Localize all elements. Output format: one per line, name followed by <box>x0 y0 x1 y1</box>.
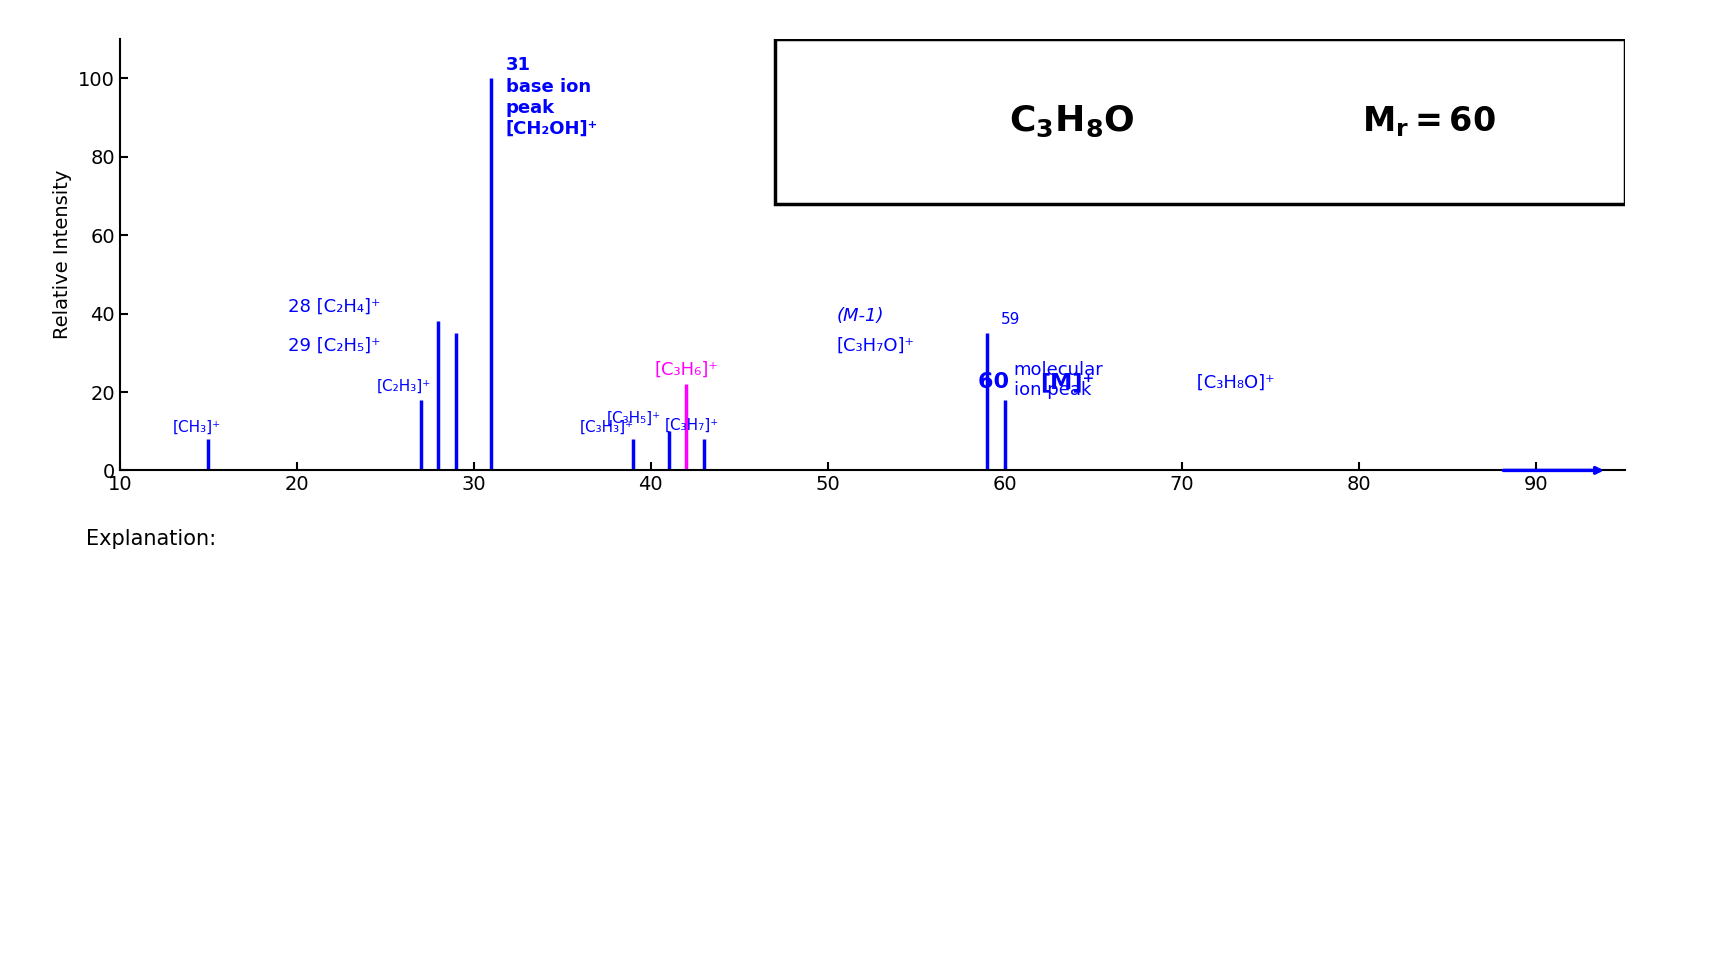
Text: 31: 31 <box>506 57 530 74</box>
Y-axis label: Relative Intensity: Relative Intensity <box>53 171 72 339</box>
Text: Explanation:: Explanation: <box>86 529 215 549</box>
Text: $\mathbf{M_r = 60}$: $\mathbf{M_r = 60}$ <box>1363 104 1496 139</box>
Text: 59: 59 <box>1002 313 1021 327</box>
Text: 60: 60 <box>978 372 1017 392</box>
Text: $\mathbf{C_3H_8O}$: $\mathbf{C_3H_8O}$ <box>1009 104 1135 139</box>
Text: [C₂H₃]⁺: [C₂H₃]⁺ <box>376 379 431 394</box>
Text: [C₃H₇O]⁺: [C₃H₇O]⁺ <box>836 337 915 355</box>
Text: 29 [C₂H₅]⁺: 29 [C₂H₅]⁺ <box>287 337 380 355</box>
Bar <box>775 39 1624 204</box>
Text: 28 [C₂H₄]⁺: 28 [C₂H₄]⁺ <box>287 298 380 316</box>
Text: [C₃H₆]⁺: [C₃H₆]⁺ <box>655 361 718 378</box>
Text: [M]⁺: [M]⁺ <box>1040 372 1094 392</box>
Text: [C₃H₇]⁺: [C₃H₇]⁺ <box>665 418 720 433</box>
Text: (M-1): (M-1) <box>836 308 884 325</box>
Text: base ion
peak
[CH₂OH]⁺: base ion peak [CH₂OH]⁺ <box>506 78 598 138</box>
Text: [CH₃]⁺: [CH₃]⁺ <box>173 420 221 435</box>
Text: [C₃H₃]⁺: [C₃H₃]⁺ <box>580 420 634 435</box>
Text: molecular
ion peak: molecular ion peak <box>1014 361 1103 400</box>
Text: [C₃H₅]⁺: [C₃H₅]⁺ <box>607 411 660 425</box>
Text: [C₃H₈O]⁺: [C₃H₈O]⁺ <box>1190 374 1274 392</box>
